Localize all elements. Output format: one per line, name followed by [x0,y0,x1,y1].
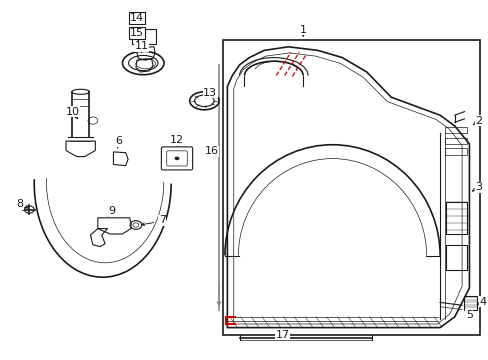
Bar [223,40,479,335]
Text: 15: 15 [130,28,143,38]
Bar [444,127,466,133]
Circle shape [174,157,179,160]
Bar [444,138,466,144]
Text: 17: 17 [275,330,289,340]
Text: 7: 7 [159,215,165,225]
Text: 13: 13 [203,88,217,98]
Text: 3: 3 [474,182,481,192]
Text: 10: 10 [65,107,79,117]
Bar [445,245,466,270]
Text: 5: 5 [465,310,472,320]
Text: 8: 8 [16,199,23,210]
Text: 9: 9 [108,206,115,216]
Text: 16: 16 [204,146,218,156]
Bar [132,29,156,44]
Text: 2: 2 [474,116,481,126]
Bar [463,296,476,310]
Text: 4: 4 [479,297,486,307]
Bar [445,202,466,234]
Text: 1: 1 [299,24,306,35]
Text: 6: 6 [115,136,122,146]
Bar [444,148,466,155]
Text: 14: 14 [130,13,143,23]
Text: 11: 11 [135,41,148,51]
Text: 12: 12 [170,135,183,145]
